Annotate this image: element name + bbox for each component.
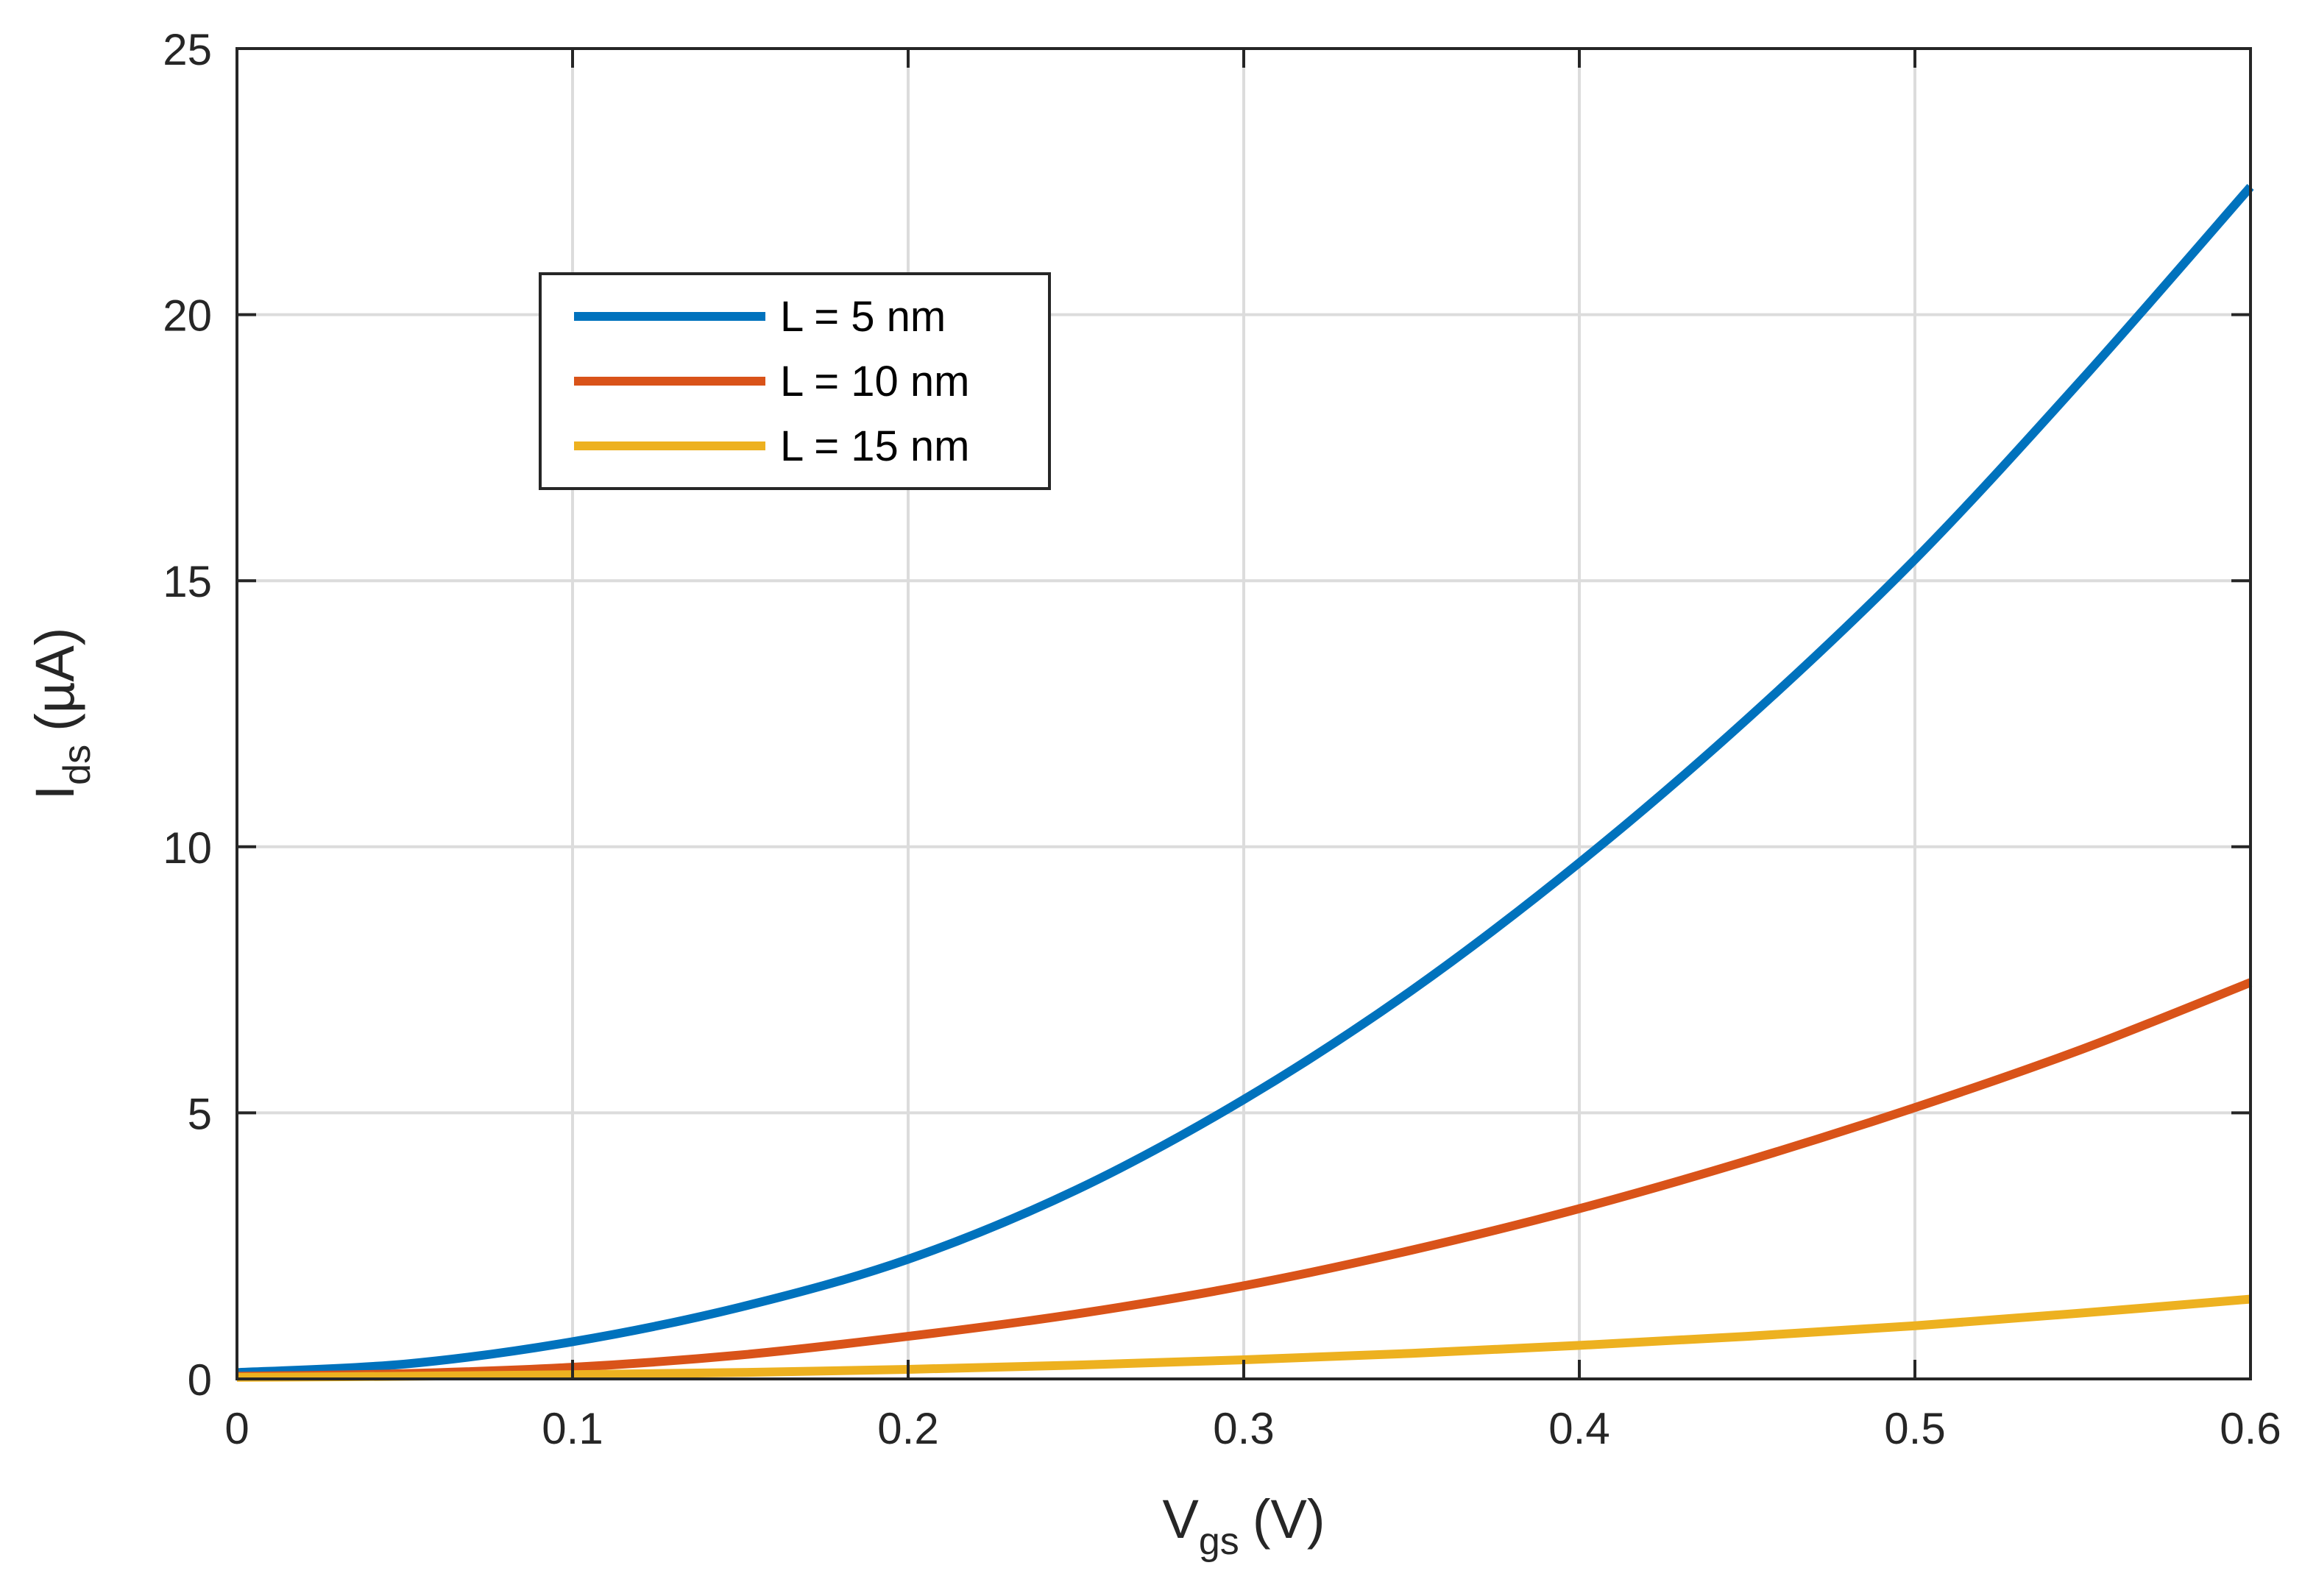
x-axis-label-unit: (V) <box>1253 1489 1325 1550</box>
legend-label-l-5-nm: L = 5 nm <box>780 293 946 341</box>
y-axis-label: Ids (µA) <box>24 628 99 801</box>
x-tick-label: 0.2 <box>877 1404 938 1453</box>
x-tick-label: 0.3 <box>1213 1404 1274 1453</box>
x-tick-label: 0.6 <box>2220 1404 2281 1453</box>
x-axis-label-main: V <box>1163 1489 1200 1550</box>
x-tick-label: 0.4 <box>1548 1404 1609 1453</box>
series-line-l-5-nm <box>236 184 2254 1377</box>
legend: L = 5 nm L = 10 nm L = 15 nm <box>539 272 1051 490</box>
x-tick-label: 0.5 <box>1884 1404 1945 1453</box>
tick-labels: 0 0.1 0.2 0.3 0.4 0.5 0.6 0 5 10 15 20 25 <box>163 25 2281 1453</box>
legend-label-l-15-nm: L = 15 nm <box>780 422 969 470</box>
y-tick-label: 15 <box>163 557 212 606</box>
legend-label-l-10-nm: L = 10 nm <box>780 358 969 405</box>
y-axis-label-sub: ds <box>56 745 99 785</box>
y-axis-label-main: I <box>24 785 85 801</box>
x-tick-label: 0.1 <box>542 1404 603 1453</box>
y-tick-label: 25 <box>163 25 212 74</box>
ticks <box>236 47 2252 1380</box>
y-tick-label: 20 <box>163 291 212 341</box>
legend-entries: L = 5 nm L = 10 nm L = 15 nm <box>574 293 969 470</box>
x-tick-label: 0 <box>224 1404 249 1453</box>
y-tick-label: 0 <box>188 1355 212 1405</box>
y-tick-label: 5 <box>188 1089 212 1138</box>
y-tick-label: 10 <box>163 823 212 873</box>
x-axis-label-sub: gs <box>1199 1520 1239 1563</box>
x-axis-label: Vgs (V) <box>1163 1489 1325 1563</box>
y-axis-label-unit: (µA) <box>24 628 85 731</box>
